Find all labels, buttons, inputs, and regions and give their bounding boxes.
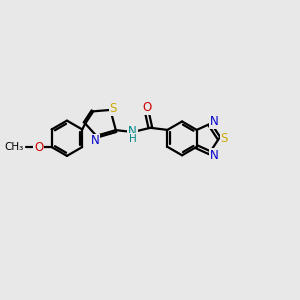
Text: H: H — [129, 134, 136, 144]
Text: S: S — [110, 102, 117, 115]
Text: S: S — [220, 132, 228, 145]
Text: N: N — [209, 115, 218, 128]
Text: N: N — [128, 125, 137, 138]
Text: O: O — [142, 101, 152, 114]
Text: CH₃: CH₃ — [4, 142, 23, 152]
Text: N: N — [209, 148, 218, 162]
Text: N: N — [91, 134, 100, 148]
Text: O: O — [34, 141, 44, 154]
